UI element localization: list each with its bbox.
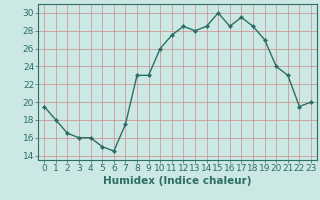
X-axis label: Humidex (Indice chaleur): Humidex (Indice chaleur) bbox=[103, 176, 252, 186]
